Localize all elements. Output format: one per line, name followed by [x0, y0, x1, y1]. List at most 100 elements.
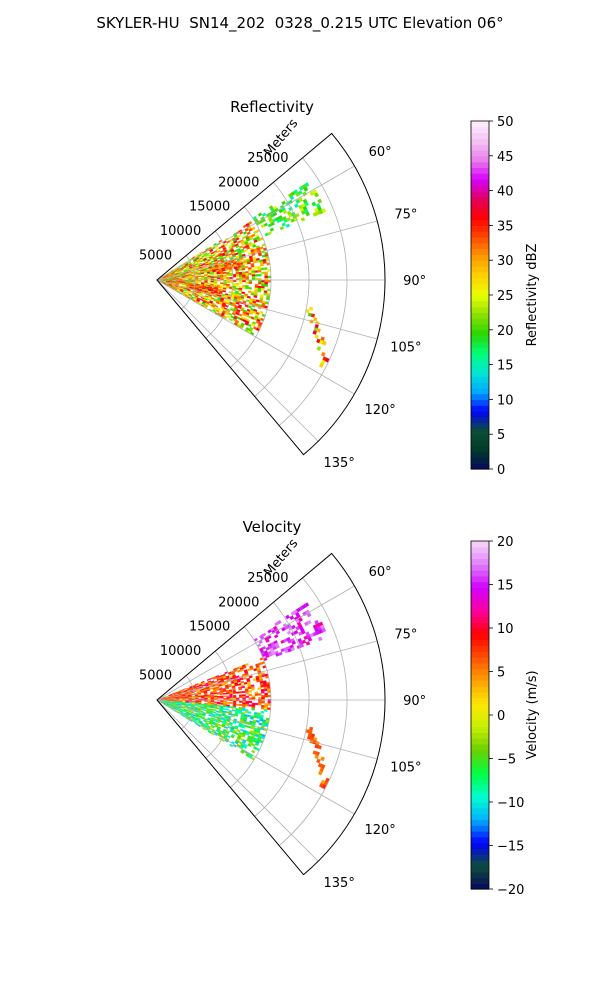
echo-cell — [239, 275, 243, 278]
colorbar-segment — [471, 428, 489, 435]
colorbar-tick-label: −10 — [497, 796, 524, 811]
colorbar-segment — [471, 778, 489, 786]
echo-cell — [245, 276, 249, 279]
echo-cell — [210, 282, 215, 284]
colorbar-segment — [471, 306, 489, 313]
echo-cell — [261, 646, 267, 650]
echo-cell — [197, 698, 202, 700]
echo-cell — [230, 735, 235, 739]
echo-cell — [220, 696, 224, 699]
echo-cell — [216, 720, 221, 724]
colorbar-segment — [471, 616, 489, 623]
echo-cell — [247, 686, 252, 690]
echo-cell — [258, 702, 262, 706]
echo-cell — [226, 705, 230, 708]
azimuth-tick-label: 75° — [394, 207, 417, 222]
echo-cell — [261, 212, 267, 217]
echo-cell — [244, 265, 249, 269]
echo-cell — [229, 696, 234, 699]
range-ring — [230, 206, 272, 368]
colorbar-segment — [471, 161, 489, 168]
colorbar-segment — [471, 173, 489, 180]
echo-cell — [213, 706, 217, 709]
echo-cell — [251, 274, 256, 277]
echo-cell — [181, 282, 186, 284]
echo-cell — [212, 711, 217, 714]
colorbar-segment — [471, 825, 489, 832]
colorbar-segment — [471, 744, 489, 751]
echo-cell — [238, 687, 243, 691]
colorbar-segment — [471, 324, 489, 331]
range-ring — [205, 650, 234, 759]
colorbar-segment — [471, 761, 489, 768]
colorbar-segment — [471, 773, 489, 780]
colorbar-segment — [471, 132, 489, 139]
echo-cell — [225, 687, 230, 690]
reflectivity-panel: Reflectivity500010000150002000025000Mete… — [139, 98, 540, 478]
colorbar-segment — [471, 564, 489, 571]
echo-cell — [244, 710, 249, 714]
panel-title: Velocity — [243, 518, 302, 536]
echo-cell — [213, 692, 218, 695]
radial-tick-label: 10000 — [160, 644, 201, 659]
echo-cell — [211, 285, 216, 288]
echo-cell — [212, 709, 217, 712]
echo-cell — [229, 269, 233, 272]
echo-cell — [321, 627, 327, 633]
echo-cell — [180, 268, 184, 271]
reflectivity-colorbar: 0 5 10 15 20 25 30 35 40 45 50 Reflectivity dBZ — [470, 115, 540, 478]
echo-cell — [264, 273, 268, 277]
echo-cell — [237, 683, 242, 686]
echo-cell — [242, 276, 246, 279]
colorbar-segment — [471, 463, 489, 470]
echo-cell — [207, 251, 212, 255]
echo-cell — [200, 704, 205, 707]
colorbar-tick-label: 50 — [497, 115, 514, 130]
echo-cell — [217, 289, 221, 292]
echo-cell — [209, 687, 214, 690]
azimuth-spoke — [156, 279, 355, 395]
azimuth-spoke — [156, 585, 355, 701]
echo-cell — [206, 706, 211, 708]
colorbar-segment — [471, 865, 489, 873]
echo-cell — [257, 687, 262, 690]
echo-cell — [170, 706, 175, 710]
echo-cell — [221, 268, 226, 272]
echo-cell — [316, 346, 322, 351]
echo-cell — [242, 695, 246, 698]
echo-cell — [247, 305, 252, 309]
echo-cell — [223, 283, 227, 286]
echo-cell — [183, 687, 187, 691]
colorbar-segment — [471, 411, 489, 418]
echo-cell — [251, 226, 256, 231]
colorbar-tick-label: 30 — [497, 254, 514, 269]
echo-cell — [262, 260, 267, 264]
echo-cell — [251, 688, 255, 691]
echo-cell — [316, 758, 321, 764]
colorbar-segment — [471, 295, 489, 302]
echo-cell — [205, 284, 210, 287]
echo-cell — [258, 280, 262, 283]
azimuth-spoke — [156, 699, 355, 815]
echo-cell — [246, 295, 251, 299]
echo-cell — [263, 267, 268, 270]
colorbar-segment — [471, 726, 489, 733]
echo-cell — [214, 304, 219, 308]
echo-cell — [311, 201, 317, 207]
echo-cell — [265, 638, 270, 643]
colorbar-segment — [471, 167, 489, 174]
echo-cell — [309, 306, 314, 311]
echo-cell — [260, 288, 265, 291]
azimuth-tick-label: 135° — [324, 876, 355, 891]
echo-cell — [197, 705, 202, 708]
echo-cell — [253, 295, 258, 298]
echo-cell — [209, 249, 214, 253]
echo-cell — [194, 698, 199, 700]
echo-cell — [207, 272, 211, 275]
colorbar-segment — [471, 628, 489, 635]
echo-cell — [166, 697, 170, 699]
velocity-echo-field — [156, 602, 330, 790]
colorbar-segment — [471, 871, 489, 878]
